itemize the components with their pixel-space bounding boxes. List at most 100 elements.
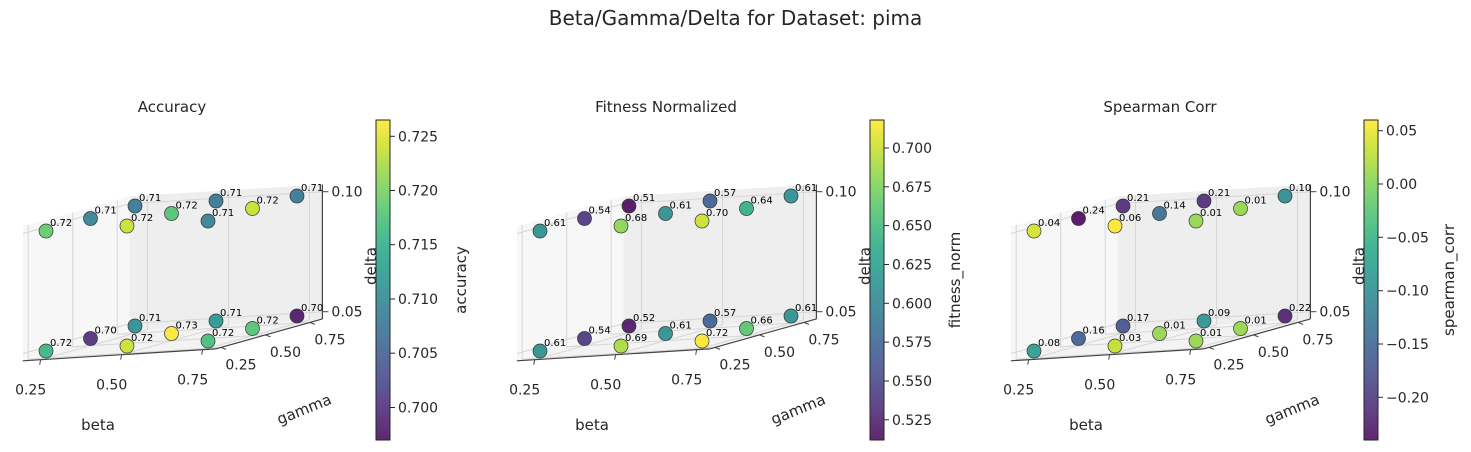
data-point: [1071, 211, 1086, 226]
data-point: [1233, 321, 1248, 336]
colorbar-gradient: [869, 119, 885, 441]
gamma-axis-label: gamma: [274, 390, 334, 428]
gamma-tick: [1297, 321, 1304, 325]
data-point: [83, 211, 98, 226]
gamma-tick: [1208, 346, 1215, 350]
data-point-label: 0.24: [1083, 206, 1105, 217]
gamma-axis-line: [215, 318, 323, 350]
data-point-label: 0.14: [1164, 201, 1186, 212]
beta-tick-label: 0.75: [1165, 373, 1196, 389]
gamma-tick-label: 0.50: [270, 345, 301, 361]
data-point-label: 0.01: [1245, 316, 1267, 327]
data-point: [38, 343, 54, 359]
colorbar-gradient: [1363, 119, 1379, 441]
colorbar-tick-label: 0.715: [398, 238, 438, 254]
colorbar-tick-label: 0.700: [892, 141, 932, 157]
colorbar-tick-label: 0.600: [892, 296, 932, 312]
beta-tick: [695, 349, 698, 355]
data-point-label: 0.72: [50, 338, 72, 349]
data-point: [1277, 308, 1293, 324]
data-point-label: 0.72: [257, 316, 279, 327]
delta-tick-label: 0.05: [1319, 305, 1350, 321]
data-point: [1277, 188, 1293, 204]
data-point: [127, 318, 143, 334]
data-point: [1071, 331, 1086, 346]
beta-gridline: [40, 195, 148, 361]
gamma-tick-label: 0.50: [764, 345, 795, 361]
colorbar-tick-label: −0.20: [1386, 390, 1429, 406]
beta-gridline: [696, 185, 804, 351]
data-point: [127, 198, 143, 214]
colorbar-tick-label: −0.05: [1386, 230, 1429, 246]
beta-gridline: [615, 190, 723, 356]
data-point-label: 0.52: [633, 313, 655, 324]
data-point: [38, 223, 54, 239]
figure-title: Beta/Gamma/Delta for Dataset: pima: [548, 6, 923, 30]
colorbar-gradient: [375, 119, 391, 441]
data-point-label: 0.61: [544, 338, 566, 349]
back-wall-pane: [1117, 184, 1311, 331]
data-point: [1026, 343, 1042, 359]
gamma-tick: [309, 321, 316, 325]
beta-gridline: [1028, 195, 1136, 361]
data-point-label: 0.71: [95, 206, 117, 217]
data-point-label: 0.09: [1208, 308, 1230, 319]
gamma-tick: [759, 334, 765, 338]
beta-axis-label: beta: [1069, 416, 1103, 434]
data-point: [1233, 201, 1248, 216]
subplot-title: Spearman Corr: [1103, 98, 1217, 116]
colorbar-tick-label: 0.05: [1386, 124, 1417, 140]
beta-tick-label: 0.25: [509, 383, 540, 399]
data-point-label: 0.04: [1038, 218, 1060, 229]
data-point-label: 0.51: [633, 193, 655, 204]
data-point-label: 0.72: [706, 328, 728, 339]
back-wall-pane: [623, 184, 817, 331]
data-point-label: 0.70: [95, 326, 117, 337]
colorbar-tick-label: 0.550: [892, 374, 932, 390]
data-point: [577, 331, 592, 346]
data-point-label: 0.72: [50, 218, 72, 229]
data-point-label: 0.01: [1200, 328, 1222, 339]
beta-tick: [1189, 349, 1192, 355]
data-point-label: 0.21: [1127, 193, 1149, 204]
gamma-tick: [714, 346, 721, 350]
gamma-axis-label: gamma: [1262, 390, 1322, 428]
data-point: [739, 321, 754, 336]
data-point-label: 0.61: [670, 201, 692, 212]
beta-axis-label: beta: [81, 416, 115, 434]
data-point-label: 0.54: [589, 206, 611, 217]
colorbar-tick-label: 0.625: [892, 258, 932, 274]
data-point-label: 0.73: [176, 321, 198, 332]
data-point-label: 0.71: [301, 183, 323, 194]
data-point-label: 0.72: [131, 333, 153, 344]
data-point-label: 0.57: [714, 308, 736, 319]
data-point-label: 0.70: [706, 208, 728, 219]
beta-axis-label: beta: [575, 416, 609, 434]
beta-tick: [201, 349, 204, 355]
data-point-label: 0.16: [1083, 326, 1105, 337]
gamma-axis-label: gamma: [768, 390, 828, 428]
colorbar-tick-label: 0.705: [398, 346, 438, 362]
gamma-gridline: [27, 224, 222, 360]
beta-tick: [1108, 354, 1111, 360]
data-point: [1115, 198, 1131, 214]
data-point: [783, 188, 799, 204]
data-point: [200, 213, 216, 229]
beta-gridline: [121, 190, 229, 356]
data-point-label: 0.03: [1119, 333, 1141, 344]
delta-tick-label: 0.10: [1319, 185, 1350, 201]
data-point-label: 0.72: [131, 213, 153, 224]
beta-tick: [614, 354, 617, 360]
data-point: [208, 313, 224, 329]
beta-axis-line: [22, 348, 216, 362]
data-point-label: 0.61: [795, 183, 817, 194]
gamma-tick-label: 0.75: [1302, 332, 1333, 348]
data-point: [164, 206, 179, 221]
data-point: [702, 193, 718, 209]
data-point-label: 0.68: [625, 213, 647, 224]
data-point: [658, 326, 673, 341]
beta-axis-line: [516, 348, 710, 362]
colorbar-tick-label: 0.675: [892, 180, 932, 196]
colorbar-tick-label: 0.650: [892, 219, 932, 235]
beta-gridline: [1109, 190, 1217, 356]
